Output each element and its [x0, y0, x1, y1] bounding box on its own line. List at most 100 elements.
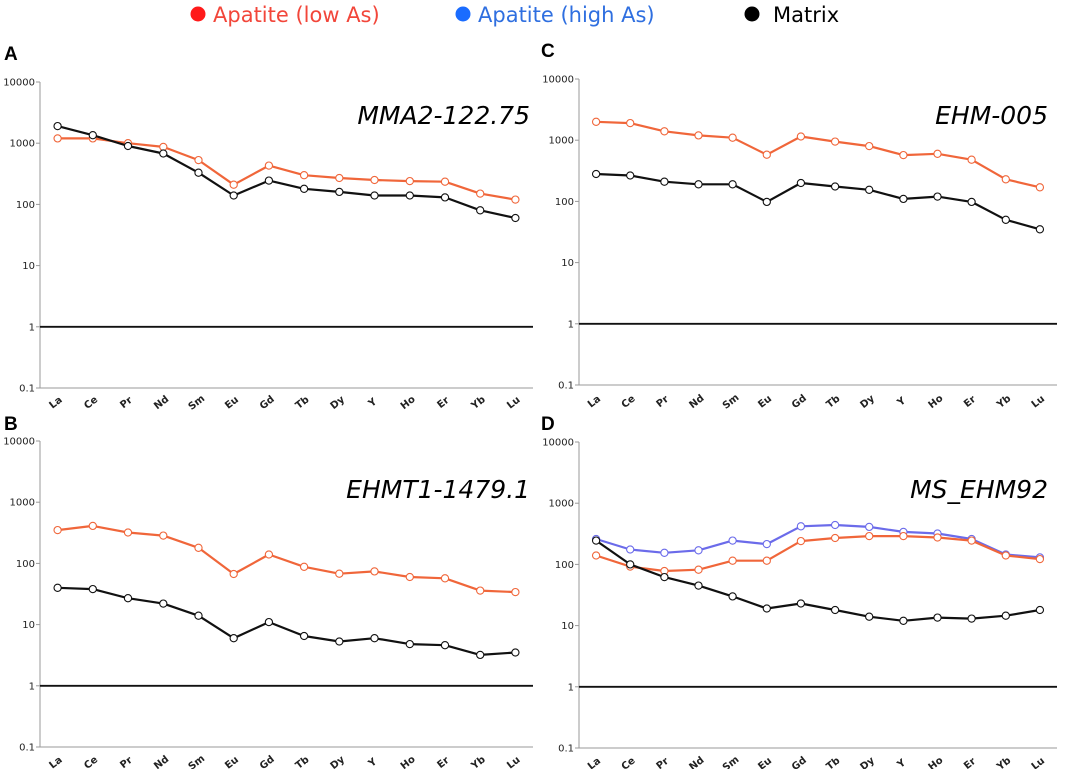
data-point — [796, 178, 806, 188]
data-point — [796, 599, 806, 608]
data-point — [405, 639, 414, 649]
x-tick-label: Pr — [655, 756, 671, 769]
x-tick-label: Yb — [469, 754, 488, 769]
data-point — [1035, 183, 1045, 192]
data-point — [967, 536, 976, 545]
data-point — [229, 569, 238, 579]
x-tick-label: Dy — [858, 755, 877, 769]
data-point — [299, 171, 309, 180]
data-point — [1035, 554, 1045, 564]
series-line — [57, 586, 516, 657]
data-point — [440, 177, 450, 186]
y-tick-label: 10 — [22, 620, 35, 631]
x-tick-label: La — [586, 756, 603, 769]
x-tick-label: Gd — [258, 754, 277, 769]
series-line — [596, 172, 1041, 231]
x-tick-label: Ce — [82, 394, 100, 411]
series-matrix — [591, 169, 1045, 234]
data-point — [370, 191, 379, 200]
data-point — [626, 118, 635, 128]
x-tick-label: Dy — [858, 393, 877, 411]
y-tick-label: 1000 — [549, 136, 574, 147]
data-point — [830, 533, 840, 543]
legend-marker-high-as — [455, 6, 471, 22]
series-apatite-low-as — [53, 521, 520, 597]
y-tick-label: 0.1 — [558, 744, 574, 755]
x-tick-label: Tb — [294, 754, 312, 769]
data-point — [865, 531, 874, 541]
data-point — [865, 522, 874, 532]
x-tick-label: Gd — [790, 393, 809, 411]
data-point — [299, 631, 309, 641]
x-tick-label: Yb — [994, 755, 1013, 769]
sample-title: EHMT1-1479.1 — [346, 475, 530, 504]
data-point — [405, 191, 414, 200]
x-tick-label: Er — [435, 395, 451, 411]
y-tick-label: 1 — [568, 682, 574, 693]
series-line — [596, 120, 1041, 189]
data-point — [440, 193, 450, 202]
data-point — [370, 634, 379, 643]
x-tick-label: Sm — [187, 393, 208, 413]
x-tick-label: La — [586, 394, 603, 411]
series-apatite-high-as — [591, 520, 1045, 562]
data-point — [899, 616, 908, 625]
data-point — [299, 184, 309, 193]
x-tick-label: Ho — [399, 394, 418, 412]
data-point — [1001, 175, 1010, 184]
x-tick-label: Gd — [790, 755, 809, 769]
data-point — [335, 173, 344, 183]
x-tick-label: Sm — [187, 753, 208, 769]
data-point — [53, 134, 62, 143]
x-tick-label: Ho — [399, 754, 418, 769]
data-point — [123, 528, 133, 537]
chart-panel-a: A 0.1 1 10 100 1000 10000 La Ce Pr Nd Sm Eu Gd Tb Dy Y Ho… — [3, 44, 533, 413]
y-tick-label: 1000 — [549, 499, 574, 510]
legend-marker-low-as — [190, 6, 206, 22]
sample-title: MMA2-122.75 — [357, 101, 530, 130]
y-tick-label: 10000 — [3, 437, 35, 448]
legend-label-matrix: Matrix — [773, 3, 839, 27]
data-point — [229, 180, 238, 189]
x-tick-label: Yb — [469, 394, 488, 412]
data-point — [933, 533, 942, 542]
data-point — [264, 176, 274, 185]
data-point — [194, 155, 203, 165]
y-tick-label: 1 — [29, 322, 35, 333]
y-tick-label: 1 — [29, 681, 35, 692]
y-tick-label: 100 — [555, 197, 574, 208]
x-tick-label: Pr — [118, 395, 134, 411]
x-tick-label: Nd — [152, 754, 171, 769]
y-tick-label: 0.1 — [19, 384, 35, 395]
data-point — [762, 197, 771, 207]
series-matrix — [53, 121, 520, 223]
y-tick-label: 10 — [22, 261, 35, 272]
data-point — [933, 192, 942, 201]
x-tick-label: Y — [895, 395, 909, 409]
data-point — [264, 617, 274, 627]
chart-panel-b: B 0.1 1 10 100 1000 10000 La Ce Pr Nd Sm Eu Gd Tb Dy Y Ho… — [3, 414, 533, 769]
x-tick-label: Er — [435, 755, 451, 769]
x-tick-label: Y — [895, 757, 909, 769]
x-tick-label: Er — [962, 394, 978, 410]
x-tick-label: Pr — [118, 755, 134, 769]
x-tick-label: Sm — [721, 754, 742, 769]
data-point — [694, 131, 703, 140]
data-point — [1001, 611, 1010, 620]
data-point — [476, 586, 485, 595]
y-tick-label: 100 — [555, 560, 574, 571]
data-point — [53, 525, 62, 535]
sample-title: MS_EHM92 — [910, 475, 1048, 504]
x-tick-label: Nd — [687, 755, 706, 769]
data-point — [830, 520, 840, 530]
data-point — [694, 546, 703, 555]
data-point — [660, 177, 669, 186]
data-point — [694, 565, 703, 574]
x-tick-label: Eu — [223, 394, 241, 411]
sample-title: EHM-005 — [935, 101, 1048, 130]
data-point — [626, 560, 635, 569]
data-point — [194, 611, 203, 620]
x-tick-label: Eu — [756, 755, 774, 769]
data-point — [796, 522, 806, 531]
